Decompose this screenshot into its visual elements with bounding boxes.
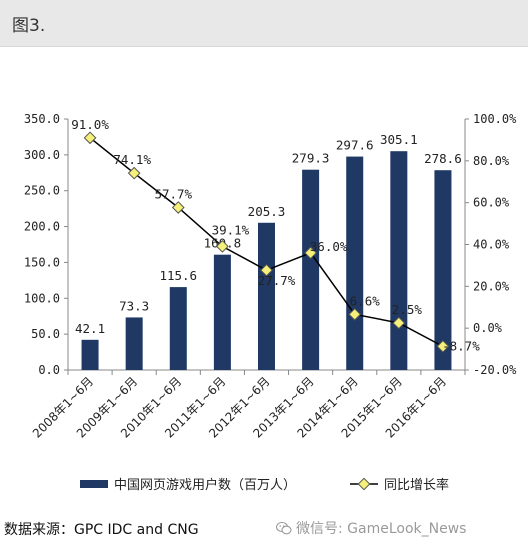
y-left-tick-label: 350.0 xyxy=(24,112,60,126)
bar xyxy=(169,287,187,370)
data-source-note: 数据来源：GPC IDC and CNG xyxy=(4,522,199,538)
line-marker xyxy=(216,240,229,253)
figure-title: 图3. xyxy=(12,16,46,36)
y-right-tick-label: 40.0% xyxy=(473,238,510,252)
line-data-label: 74.1% xyxy=(113,152,151,167)
y-right-tick-label: 60.0% xyxy=(473,196,510,210)
line-marker xyxy=(171,201,185,214)
bar xyxy=(213,254,231,370)
line-data-label: 27.7% xyxy=(258,273,296,288)
watermark-text: 微信号: GameLook_News xyxy=(296,521,467,537)
legend-line-label: 同比增长率 xyxy=(384,477,449,493)
figure-header: 图3. xyxy=(0,0,528,47)
y-right-tick-label: 80.0% xyxy=(473,154,510,168)
y-left-tick-label: 300.0 xyxy=(24,148,60,162)
bar xyxy=(125,317,143,370)
line-marker xyxy=(83,131,97,145)
line-data-label: 36.0% xyxy=(310,239,348,254)
line-data-label: 91.0% xyxy=(71,117,109,132)
bar xyxy=(258,222,275,370)
line-marker xyxy=(436,340,450,353)
bar xyxy=(434,170,452,370)
chart: 0.0 50.0 100.0 150.0 200.0 250.0 300.0 350.0 -20… xyxy=(24,112,517,493)
line-data-label: 6.6% xyxy=(350,293,381,308)
line-data-label: 2.5% xyxy=(392,302,423,317)
line-data-label: -8.7% xyxy=(442,338,480,353)
y-left-tick-label: 200.0 xyxy=(24,220,60,234)
line-marker xyxy=(304,246,317,260)
y-left-tick-label: 100.0 xyxy=(24,291,60,305)
line-marker xyxy=(127,166,141,180)
bar-data-label: 115.6 xyxy=(159,268,197,283)
bar-data-label: 278.6 xyxy=(424,151,462,166)
bar xyxy=(390,151,408,370)
bar-data-label: 73.3 xyxy=(119,298,149,313)
y-right-tick-label: 0.0% xyxy=(473,321,503,335)
bar-data-label: 42.1 xyxy=(75,321,105,336)
legend-bar-swatch xyxy=(80,480,108,488)
wechat-icon xyxy=(276,521,292,535)
y-right-tick-label: -20.0% xyxy=(473,363,517,377)
bar-data-label: 205.3 xyxy=(248,204,286,219)
y-left-tick-label: 0.0 xyxy=(38,363,60,377)
y-left-tick-label: 150.0 xyxy=(24,255,60,269)
y-right-tick-label: 100.0% xyxy=(473,112,517,126)
line-marker xyxy=(260,263,273,277)
bar xyxy=(302,169,320,370)
bar-data-label: 305.1 xyxy=(380,132,418,147)
line-marker xyxy=(392,316,406,330)
watermark: 微信号: GameLook_News xyxy=(276,518,466,538)
bar xyxy=(346,156,364,370)
y-right-tick-label: 20.0% xyxy=(473,279,510,293)
legend-bar-label: 中国网页游戏用户数（百万人） xyxy=(114,477,296,493)
bar-data-label: 279.3 xyxy=(292,151,330,166)
bar xyxy=(81,339,99,370)
line-marker xyxy=(348,307,362,321)
line-data-label: 57.7% xyxy=(154,186,192,201)
legend-line-marker xyxy=(357,477,371,491)
line-data-label: 39.1% xyxy=(212,222,250,237)
y-left-tick-label: 250.0 xyxy=(24,184,60,198)
bar-data-label: 297.6 xyxy=(336,138,374,153)
y-left-tick-label: 50.0 xyxy=(31,327,60,341)
